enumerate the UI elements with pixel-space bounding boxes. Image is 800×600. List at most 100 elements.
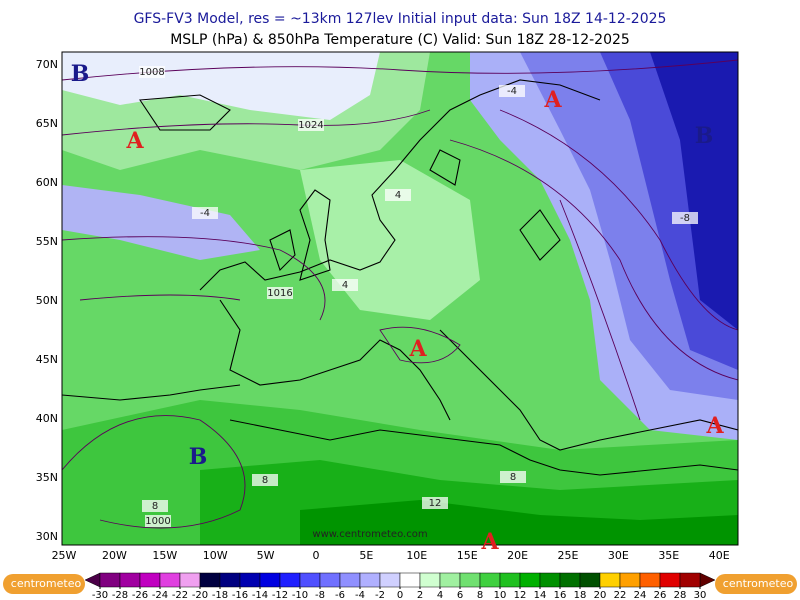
colorbar-label: -18	[212, 590, 228, 600]
colorbar-label: 20	[594, 590, 607, 600]
lon-label: 25W	[52, 549, 77, 562]
temp-field	[62, 185, 260, 260]
temp-field	[650, 52, 738, 330]
colorbar-label: -30	[92, 590, 108, 600]
colorbar-cell	[319, 572, 341, 588]
colorbar-cell	[679, 572, 701, 588]
contour-label: 4	[395, 190, 401, 201]
colorbar-label: -14	[252, 590, 268, 600]
colorbar-cell	[459, 572, 481, 588]
colorbar-cell	[619, 572, 641, 588]
contour-label-bg	[142, 500, 168, 512]
header-line-1: GFS-FV3 Model, res = ~13km 127lev Initia…	[134, 11, 667, 27]
pressure-center: A	[705, 413, 724, 439]
contour-label: 1024	[298, 120, 323, 131]
colorbar-label: 16	[554, 590, 567, 600]
colorbar-cell	[659, 572, 681, 588]
contour-label-bg	[192, 207, 218, 219]
pressure-center: A	[408, 336, 427, 362]
colorbar-cell	[579, 572, 601, 588]
colorbar-label: -22	[172, 590, 188, 600]
logo-right: centrometeo	[715, 574, 797, 594]
colorbar-label: 12	[514, 590, 527, 600]
logo-left: centrometeo	[3, 574, 85, 594]
colorbar-label: 18	[574, 590, 587, 600]
colorbar-label: 2	[417, 590, 423, 600]
colorbar-cell	[539, 572, 561, 588]
map-area	[62, 52, 738, 545]
colorbar-cell	[239, 572, 261, 588]
colorbar-cell	[199, 572, 221, 588]
logo-text: centrometeo	[11, 577, 82, 590]
contour-label: 8	[262, 475, 268, 486]
colorbar-cell	[419, 572, 441, 588]
colorbar-cell	[379, 572, 401, 588]
colorbar-cell	[179, 572, 201, 588]
colorbar-cell	[279, 572, 301, 588]
colorbar-label: 28	[674, 590, 687, 600]
colorbar-cell	[439, 572, 461, 588]
lat-label: 55N	[36, 235, 58, 248]
lat-label: 30N	[36, 530, 58, 543]
lat-label: 35N	[36, 471, 58, 484]
colorbar-label: 26	[654, 590, 667, 600]
map-frame	[61, 51, 739, 546]
colorbar-cell	[259, 572, 281, 588]
contour-label-bg	[385, 189, 411, 201]
temp-field	[300, 500, 738, 545]
contour-label-bg	[422, 497, 448, 509]
colorbar-label: 14	[534, 590, 547, 600]
lon-label: 15W	[152, 549, 177, 562]
contour-label: 8	[152, 501, 158, 512]
contour-label: -4	[200, 208, 210, 219]
contour-label: 1000	[145, 516, 170, 527]
colorbar-cell	[159, 572, 181, 588]
contour-label: -8	[680, 213, 690, 224]
colorbar-cell	[119, 572, 141, 588]
colorbar-label: -16	[232, 590, 248, 600]
lat-label: 65N	[36, 117, 58, 130]
lon-label: 10E	[406, 549, 427, 562]
contour-label-bg	[298, 119, 324, 131]
colorbar-cell	[479, 572, 501, 588]
logo-badge	[3, 574, 85, 594]
lon-label: 15E	[457, 549, 478, 562]
lat-label: 70N	[36, 58, 58, 71]
lon-label: 0	[313, 549, 320, 562]
colorbar-cell	[559, 572, 581, 588]
lat-label: 40N	[36, 412, 58, 425]
lon-label: 5W	[257, 549, 275, 562]
colorbar-cell	[299, 572, 321, 588]
colorbar-label: 4	[437, 590, 443, 600]
contour-label-bg	[332, 279, 358, 291]
colorbar-label: -20	[192, 590, 208, 600]
contour-label-bg	[139, 66, 165, 78]
lon-label: 10W	[203, 549, 228, 562]
colorbar-label: 30	[694, 590, 707, 600]
lon-label: 25E	[558, 549, 579, 562]
colorbar-cell	[399, 572, 421, 588]
colorbar-label: 8	[477, 590, 483, 600]
colorbar-cell	[599, 572, 621, 588]
lon-label: 35E	[658, 549, 679, 562]
colorbar-label: 10	[494, 590, 507, 600]
map-labels: 70N 65N 60N 55N 50N 45N 40N 35N 30N 25W 20W 15W 10W 5…	[36, 58, 730, 562]
colorbar-cell	[359, 572, 381, 588]
colorbar-label: -26	[132, 590, 148, 600]
contour-label-bg	[267, 287, 293, 299]
pressure-center: A	[480, 529, 499, 555]
lon-label: 40E	[709, 549, 730, 562]
lon-label: 20W	[102, 549, 127, 562]
pressure-center: B	[71, 61, 90, 87]
lat-label: 50N	[36, 294, 58, 307]
lon-label: 5E	[359, 549, 373, 562]
colorbar-cell	[499, 572, 521, 588]
pressure-center: A	[125, 128, 144, 154]
lon-label: 20E	[507, 549, 528, 562]
watermark: www.centrometeo.com	[312, 529, 427, 540]
lon-label: 30E	[608, 549, 629, 562]
colorbar-label: -2	[375, 590, 385, 600]
colorbar-cell	[519, 572, 541, 588]
pressure-center: B	[189, 444, 208, 470]
header-line-2: MSLP (hPa) & 850hPa Temperature (C) Vali…	[170, 32, 630, 48]
